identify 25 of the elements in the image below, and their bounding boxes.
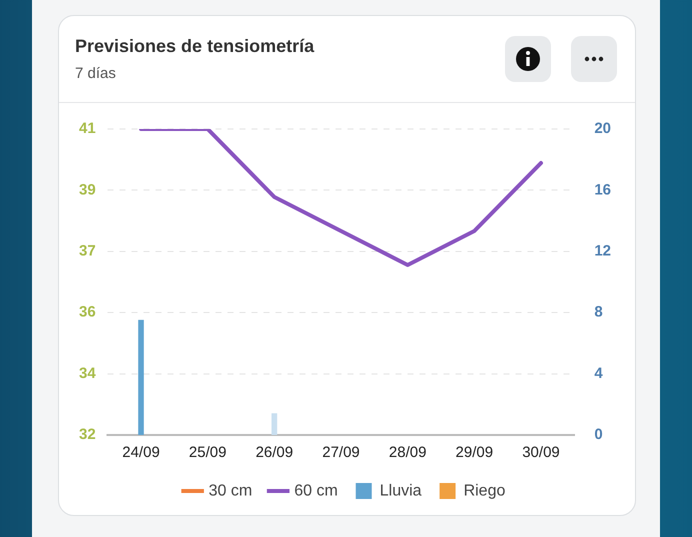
y-tick-label: 34 <box>78 364 96 382</box>
x-tick-label: 27/09 <box>322 444 360 462</box>
y2-tick-label: 12 <box>594 242 612 260</box>
y2-tick-label: 16 <box>594 181 612 198</box>
x-tick-label: 28/09 <box>388 444 426 462</box>
x-tick-label: 24/09 <box>122 444 160 462</box>
chart-subtitle: 7 días <box>75 65 116 82</box>
y2-tick-label: 20 <box>594 120 612 138</box>
y-tick-label: 41 <box>78 120 96 138</box>
y2-tick-label: 0 <box>594 426 603 444</box>
x-tick-label: 29/09 <box>456 444 494 462</box>
y-tick-label: 32 <box>78 426 96 444</box>
y2-tick-label: 8 <box>594 304 603 321</box>
legend-label: Riego <box>464 482 506 500</box>
x-tick-label: 26/09 <box>256 444 294 462</box>
legend-label: 60 cm <box>294 482 338 500</box>
chart-title: Previsiones de tensiometría <box>75 36 314 57</box>
legend-label: 30 cm <box>208 482 252 500</box>
y-tick-label: 36 <box>78 304 96 321</box>
y2-tick-label: 4 <box>594 364 604 382</box>
x-tick-label: 25/09 <box>188 444 226 462</box>
y-tick-label: 39 <box>78 181 96 198</box>
y-tick-label: 37 <box>78 242 96 260</box>
x-tick-label: 30/09 <box>522 444 560 462</box>
legend-label: Lluvia <box>380 482 422 500</box>
